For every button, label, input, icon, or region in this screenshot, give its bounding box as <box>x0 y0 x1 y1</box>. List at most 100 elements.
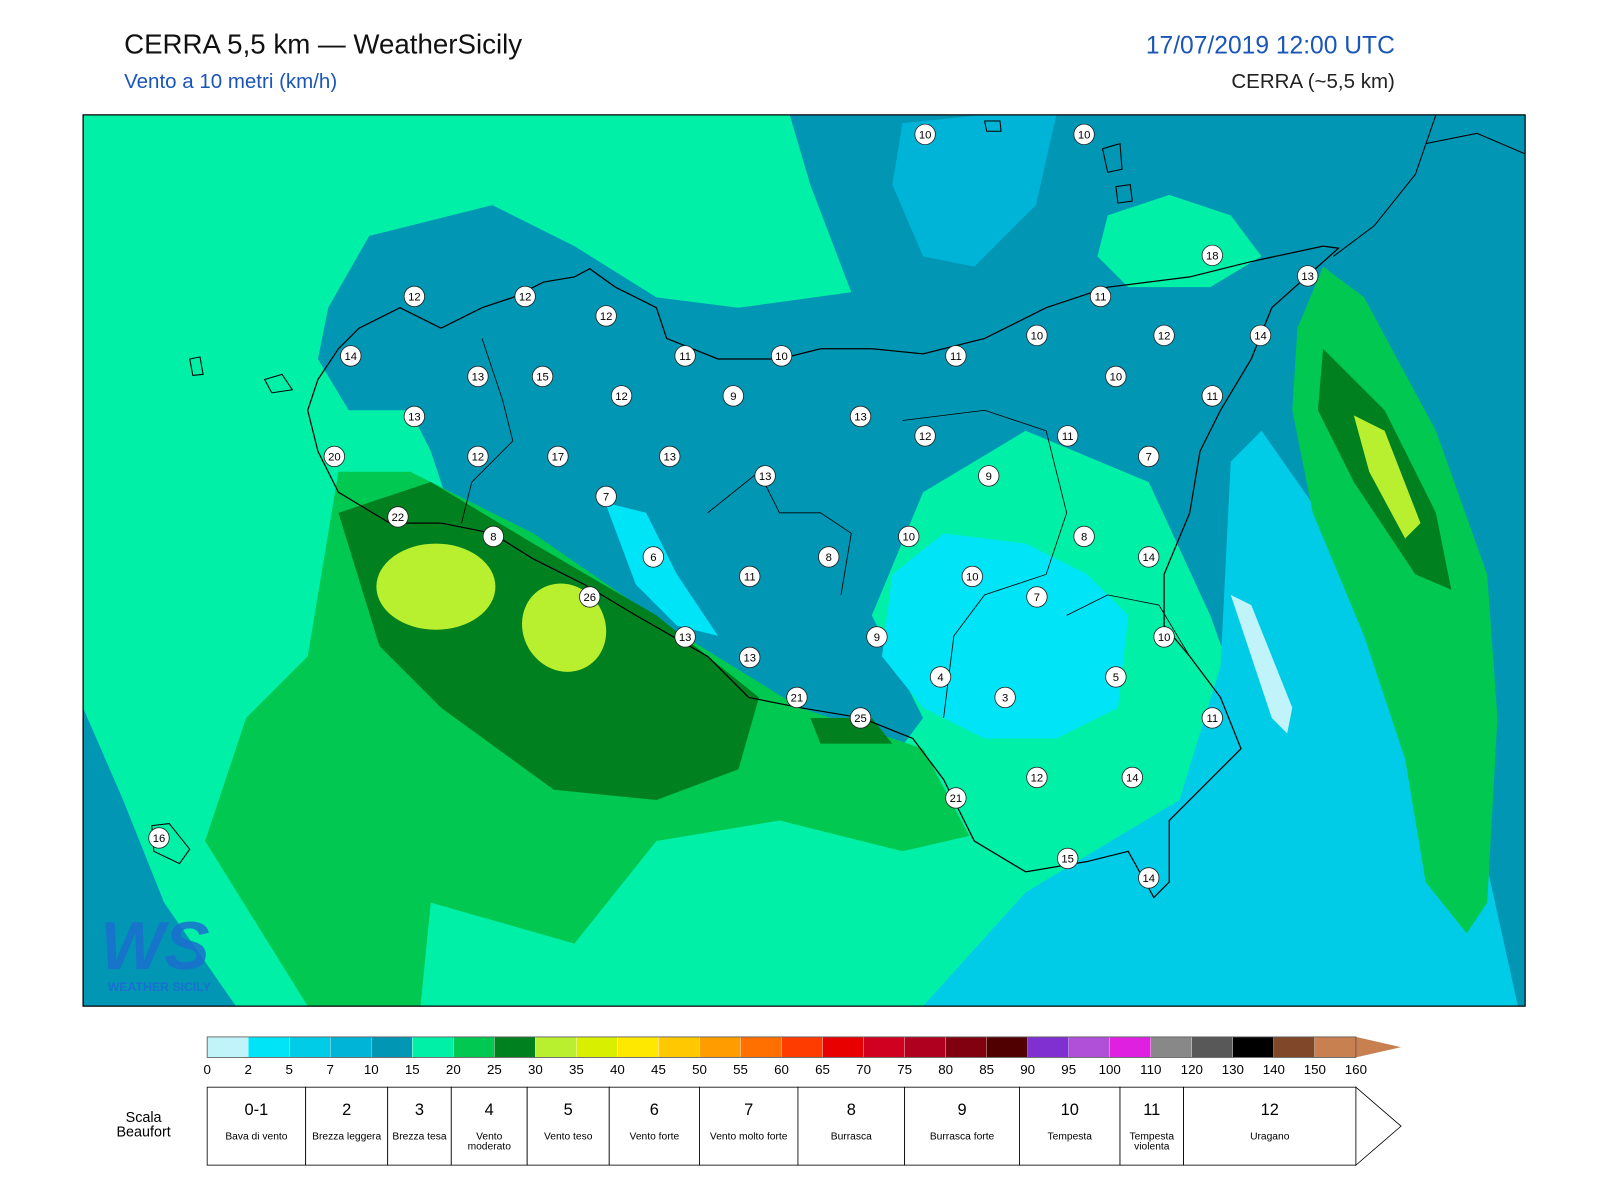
station-value: 14 <box>345 351 358 363</box>
station-value: 12 <box>519 292 532 304</box>
colorbar-tick-label: 150 <box>1304 1062 1326 1077</box>
colorbar-box <box>371 1036 413 1058</box>
wind-field <box>83 114 1526 1007</box>
colorbar-tick-label: 75 <box>897 1062 912 1077</box>
colorbar-tick-label: 130 <box>1222 1062 1244 1077</box>
beaufort-description-box: Vento moderato <box>467 1132 511 1153</box>
colorbar-tick-label: 85 <box>979 1062 994 1077</box>
province-border <box>707 471 852 595</box>
station-marker <box>1121 766 1143 789</box>
colorbar-tick-label: 140 <box>1263 1062 1285 1077</box>
coastline <box>307 245 1340 899</box>
beaufort-force: 9 <box>957 1101 966 1119</box>
beaufort-cell <box>206 1086 307 1166</box>
station-marker <box>1297 265 1319 287</box>
colorbar-box <box>658 1036 700 1058</box>
station-value: 9 <box>986 471 992 483</box>
colorbar-box <box>494 1036 536 1058</box>
station-value: 6 <box>650 552 656 564</box>
beaufort-label-box: Scala Beaufort <box>116 1110 170 1139</box>
station-marker <box>866 626 888 648</box>
model: CERRA (~5,5 km) <box>1231 70 1394 93</box>
station-marker <box>739 565 761 588</box>
station-marker <box>914 123 936 146</box>
station-marker <box>1073 525 1095 548</box>
station-value: 5 <box>1113 672 1119 684</box>
station-value: 12 <box>1158 330 1171 342</box>
colorbar-box <box>412 1036 454 1058</box>
station-value: 25 <box>854 713 867 725</box>
date: 17/07/2019 12:00 UTC <box>1146 32 1395 59</box>
colorbar-box <box>207 1036 249 1058</box>
colorbar-tick-label: 10 <box>364 1062 379 1077</box>
beaufort-description: Vento teso <box>543 1132 593 1143</box>
field-yellow-green <box>376 543 496 630</box>
station-marker <box>1105 666 1127 688</box>
beaufort-force: 12 <box>1261 1101 1279 1119</box>
colorbar-box <box>1068 1036 1110 1058</box>
islands <box>151 120 1133 865</box>
station-value: 13 <box>679 632 692 644</box>
beaufort-force: 2 <box>342 1101 351 1119</box>
station-value: 7 <box>1034 592 1040 604</box>
colorbar-tick-label: 2 <box>244 1062 251 1077</box>
beaufort-cell <box>1119 1086 1184 1166</box>
province-border <box>461 338 514 524</box>
station-marker <box>403 405 426 428</box>
colorbar-tick-label: 0 <box>203 1062 210 1077</box>
station-value: 3 <box>1002 693 1008 705</box>
station-value: 14 <box>1254 330 1267 342</box>
station-value: 8 <box>1081 532 1087 544</box>
beaufort-description: Burrasca <box>830 1132 872 1143</box>
beaufort-description: Vento molto forte <box>709 1132 788 1143</box>
field-light-cyan <box>882 533 1129 739</box>
beaufort-arrow <box>1355 1086 1402 1167</box>
station-value: 11 <box>1206 713 1218 725</box>
station-marker <box>945 787 967 809</box>
station-marker <box>849 707 872 729</box>
station-value: 11 <box>1095 292 1107 304</box>
colorbar-box <box>863 1036 905 1058</box>
station-marker <box>1089 285 1112 308</box>
colorbar-arrow <box>1355 1036 1402 1058</box>
station-value: 26 <box>583 592 596 604</box>
beaufort-description-box: Uragano <box>1250 1132 1290 1143</box>
field-mint-north <box>1097 194 1262 288</box>
beaufort-cell <box>526 1086 610 1166</box>
colorbar-tick-label: 7 <box>327 1062 334 1077</box>
colorbar-box <box>904 1036 946 1058</box>
colorbar-box <box>248 1036 290 1058</box>
colorbar-tick-label: 60 <box>774 1062 789 1077</box>
station-value: 17 <box>552 452 565 464</box>
station-value: 10 <box>1110 372 1123 384</box>
colorbar-box <box>1150 1036 1192 1058</box>
station-value: 12 <box>615 391 628 403</box>
beaufort-description: Vento moderato <box>467 1132 511 1153</box>
station-value: 12 <box>1031 773 1044 785</box>
province-border <box>1066 594 1191 657</box>
station-value: 11 <box>950 351 962 363</box>
station-value: 8 <box>826 552 832 564</box>
station-marker <box>1138 546 1160 568</box>
station-value: 10 <box>966 572 979 584</box>
station-marker <box>403 285 426 308</box>
station-marker <box>929 666 952 688</box>
colorbar-box <box>986 1036 1028 1058</box>
field-teal-west <box>83 707 236 1007</box>
station-marker <box>1153 626 1175 648</box>
station-marker <box>770 345 793 367</box>
beaufort-cell <box>1183 1086 1357 1166</box>
colorbar-box <box>1027 1036 1069 1058</box>
colorbar-tick-label: 15 <box>405 1062 420 1077</box>
station-value: 13 <box>472 372 485 384</box>
beaufort-description-box: Tempesta <box>1048 1132 1092 1142</box>
beaufort-description: Uragano <box>1250 1132 1290 1143</box>
field-teal <box>317 114 1526 1007</box>
station-marker <box>387 506 409 528</box>
station-value: 10 <box>1031 330 1044 342</box>
station-value: 20 <box>328 452 341 464</box>
station-marker <box>1201 707 1223 729</box>
colorbar-box <box>453 1036 495 1058</box>
station-marker <box>786 686 808 709</box>
beaufort-description-box: Vento molto forte <box>709 1132 788 1143</box>
